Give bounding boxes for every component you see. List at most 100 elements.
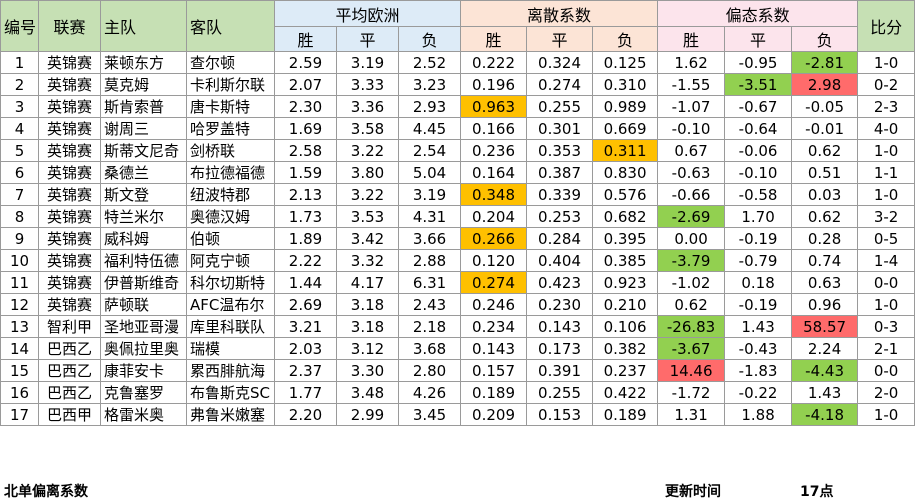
table-row: 6 英锦赛 桑德兰 布拉德福德 1.59 3.80 5.04 0.164 0.387 0.830-… xyxy=(0,161,916,184)
cell-s3: 0.74 xyxy=(791,249,859,272)
header-no: 编号 xyxy=(0,0,39,52)
cell-away: 布拉德福德 xyxy=(186,161,275,184)
cell-o1: 2.37 xyxy=(274,359,337,382)
cell-no: 3 xyxy=(0,95,39,118)
table-row: 16 巴西乙 克鲁塞罗 布鲁斯克SC 1.77 3.48 4.26 0.189 0.255 0.4… xyxy=(0,381,916,404)
cell-s1: 14.46 xyxy=(657,359,726,382)
update-time-value: 17点 xyxy=(800,484,834,500)
cell-away: AFC温布尔 xyxy=(186,293,275,316)
cell-o3: 3.45 xyxy=(397,403,462,426)
cell-s3: 0.62 xyxy=(791,139,859,162)
cell-d1: 0.166 xyxy=(460,117,528,140)
cell-home: 萨顿联 xyxy=(100,293,187,316)
cell-o3: 2.93 xyxy=(397,95,462,118)
cell-d1: 0.157 xyxy=(460,359,528,382)
cell-o2: 3.12 xyxy=(336,337,399,360)
cell-score: 0-3 xyxy=(857,315,916,338)
cell-d2: 0.387 xyxy=(526,161,594,184)
cell-d2: 0.255 xyxy=(526,95,594,118)
cell-no: 2 xyxy=(0,73,39,96)
cell-no: 11 xyxy=(0,271,39,294)
cell-d2: 0.253 xyxy=(526,205,594,228)
cell-away: 唐卡斯特 xyxy=(186,95,275,118)
table-row: 9 英锦赛 威科姆 伯顿 1.89 3.42 3.66 0.266 0.284 0.395 0.00… xyxy=(0,227,916,250)
cell-o3: 3.66 xyxy=(397,227,462,250)
cell-o2: 3.30 xyxy=(336,359,399,382)
cell-s3: 0.63 xyxy=(791,271,859,294)
cell-o2: 2.99 xyxy=(336,403,399,426)
cell-away: 阿克宁顿 xyxy=(186,249,275,272)
cell-d2: 0.391 xyxy=(526,359,594,382)
cell-s2: 1.88 xyxy=(724,403,793,426)
cell-d1: 0.234 xyxy=(460,315,528,338)
cell-away: 卡利斯尔联 xyxy=(186,73,275,96)
cell-o2: 3.22 xyxy=(336,183,399,206)
cell-o3: 2.88 xyxy=(397,249,462,272)
cell-d2: 0.255 xyxy=(526,381,594,404)
cell-s1: -0.10 xyxy=(657,117,726,140)
cell-o2: 3.80 xyxy=(336,161,399,184)
header-skew-draw: 平 xyxy=(724,26,793,52)
cell-o2: 3.18 xyxy=(336,315,399,338)
cell-score: 1-1 xyxy=(857,161,916,184)
cell-d1: 0.266 xyxy=(460,227,528,250)
cell-home: 桑德兰 xyxy=(100,161,187,184)
cell-no: 7 xyxy=(0,183,39,206)
cell-s1: -1.07 xyxy=(657,95,726,118)
cell-s2: -0.95 xyxy=(724,51,793,74)
table-row: 2 英锦赛 莫克姆 卡利斯尔联 2.07 3.33 3.23 0.196 0.274 0.310-… xyxy=(0,73,916,96)
header-skew: 偏态系数 xyxy=(657,0,859,27)
cell-o3: 2.18 xyxy=(397,315,462,338)
cell-score: 1-0 xyxy=(857,183,916,206)
cell-d3: 0.382 xyxy=(592,337,659,360)
cell-o3: 2.43 xyxy=(397,293,462,316)
cell-d2: 0.274 xyxy=(526,73,594,96)
cell-no: 6 xyxy=(0,161,39,184)
cell-league: 英锦赛 xyxy=(38,139,101,162)
header-skew-win: 胜 xyxy=(657,26,726,52)
cell-o1: 1.59 xyxy=(274,161,337,184)
cell-o3: 4.45 xyxy=(397,117,462,140)
cell-no: 12 xyxy=(0,293,39,316)
header-away: 客队 xyxy=(186,0,275,52)
header-dispersion: 离散系数 xyxy=(460,0,659,27)
cell-d1: 0.209 xyxy=(460,403,528,426)
cell-s3: 0.96 xyxy=(791,293,859,316)
cell-s2: -0.22 xyxy=(724,381,793,404)
cell-s2: -0.43 xyxy=(724,337,793,360)
header-avg-draw: 平 xyxy=(336,26,399,52)
cell-s2: -0.19 xyxy=(724,227,793,250)
cell-s1: -3.67 xyxy=(657,337,726,360)
cell-s2: -0.06 xyxy=(724,139,793,162)
cell-o3: 3.68 xyxy=(397,337,462,360)
cell-d3: 0.989 xyxy=(592,95,659,118)
table-row: 13 智利甲 圣地亚哥漫 库里科联队 3.21 3.18 2.18 0.234 0.143 0.1… xyxy=(0,315,916,338)
cell-o2: 4.17 xyxy=(336,271,399,294)
cell-o1: 2.30 xyxy=(274,95,337,118)
footer-bar: 北单偏离系数 更新时间 17点 xyxy=(0,478,914,500)
cell-home: 克鲁塞罗 xyxy=(100,381,187,404)
cell-d2: 0.353 xyxy=(526,139,594,162)
cell-away: 纽波特郡 xyxy=(186,183,275,206)
cell-away: 哈罗盖特 xyxy=(186,117,275,140)
cell-o2: 3.22 xyxy=(336,139,399,162)
table-row: 17 巴西甲 格雷米奥 弗鲁米嫩塞 2.20 2.99 3.45 0.209 0.153 0.18… xyxy=(0,403,916,426)
cell-s1: 0.00 xyxy=(657,227,726,250)
cell-o3: 4.31 xyxy=(397,205,462,228)
cell-o3: 5.04 xyxy=(397,161,462,184)
cell-o1: 2.03 xyxy=(274,337,337,360)
cell-league: 英锦赛 xyxy=(38,271,101,294)
cell-score: 1-0 xyxy=(857,293,916,316)
cell-d3: 0.310 xyxy=(592,73,659,96)
cell-s3: 0.51 xyxy=(791,161,859,184)
header-home: 主队 xyxy=(100,0,187,52)
cell-d1: 0.236 xyxy=(460,139,528,162)
cell-o3: 2.54 xyxy=(397,139,462,162)
cell-away: 累西腓航海 xyxy=(186,359,275,382)
cell-d3: 0.311 xyxy=(592,139,659,162)
cell-home: 奥佩拉里奥 xyxy=(100,337,187,360)
cell-score: 0-0 xyxy=(857,359,916,382)
cell-s1: 0.67 xyxy=(657,139,726,162)
cell-score: 2-3 xyxy=(857,95,916,118)
cell-home: 谢周三 xyxy=(100,117,187,140)
